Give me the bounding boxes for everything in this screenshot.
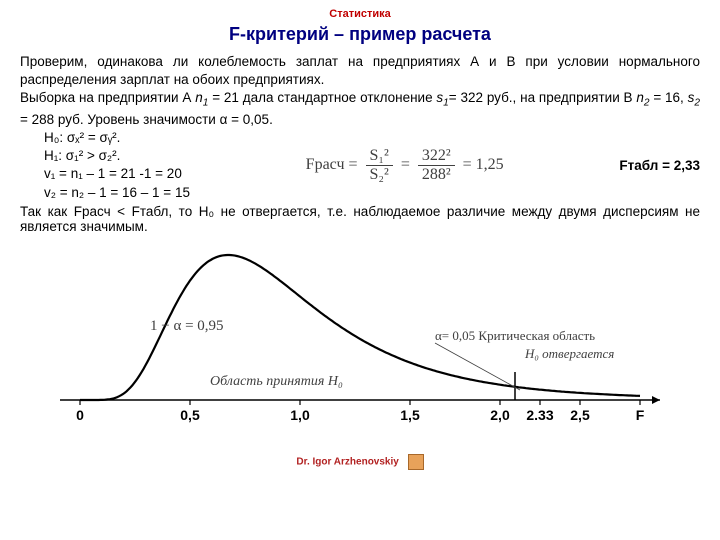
- svg-text:0,5: 0,5: [180, 407, 200, 423]
- f-table-value: Fтабл = 2,33: [619, 158, 700, 173]
- hypothesis-block: H₀: σₓ² = σᵧ². H₁: σ₁² > σ₂². v₁ = n₁ – …: [44, 129, 190, 202]
- page-title: F-критерий – пример расчета: [20, 24, 700, 45]
- svg-text:2.33: 2.33: [526, 407, 553, 423]
- footer-logo-icon: [408, 454, 424, 470]
- page-header: Статистика: [20, 8, 700, 20]
- svg-text:α= 0,05 Критическая область: α= 0,05 Критическая область: [435, 328, 595, 343]
- svg-text:2,0: 2,0: [490, 407, 510, 423]
- v2: v₂ = n₂ – 1 = 16 – 1 = 15: [44, 184, 190, 202]
- svg-text:0: 0: [76, 407, 84, 423]
- svg-text:1 − α = 0,95: 1 − α = 0,95: [150, 318, 224, 334]
- conclusion: Так как Fрасч < Fтабл, то H₀ не отвергае…: [20, 204, 700, 234]
- f-distribution-chart: 0 0,5 1,0 1,5 2,0 2.33 2,5 F 1 − α = 0,95 Область…: [40, 240, 680, 450]
- svg-text:2,5: 2,5: [570, 407, 590, 423]
- svg-text:1,0: 1,0: [290, 407, 310, 423]
- h1: H₁: σ₁² > σ₂².: [44, 147, 190, 165]
- para1: Проверим, одинакова ли колеблемость запл…: [20, 54, 700, 87]
- hypothesis-formula-row: H₀: σₓ² = σᵧ². H₁: σ₁² > σ₂². v₁ = n₁ – …: [20, 129, 700, 202]
- footer: Dr. Igor Arzhenovskiy: [20, 454, 700, 470]
- svg-text:H₀ отвергается: H₀ отвергается: [524, 346, 614, 361]
- footer-author: Dr. Igor Arzhenovskiy: [296, 457, 398, 468]
- sample-paragraph: Выборка на предприятии А n1 = 21 дала ст…: [20, 89, 700, 129]
- h0: H₀: σₓ² = σᵧ².: [44, 129, 190, 147]
- svg-text:F: F: [636, 407, 645, 423]
- svg-text:1,5: 1,5: [400, 407, 420, 423]
- f-formula: Fрасч = S₁²S₂² = 322²288² = 1,25: [200, 147, 609, 184]
- intro-paragraph: Проверим, одинакова ли колеблемость запл…: [20, 53, 700, 89]
- v1: v₁ = n₁ – 1 = 21 -1 = 20: [44, 165, 190, 183]
- svg-text:Область принятия H₀: Область принятия H₀: [210, 374, 343, 389]
